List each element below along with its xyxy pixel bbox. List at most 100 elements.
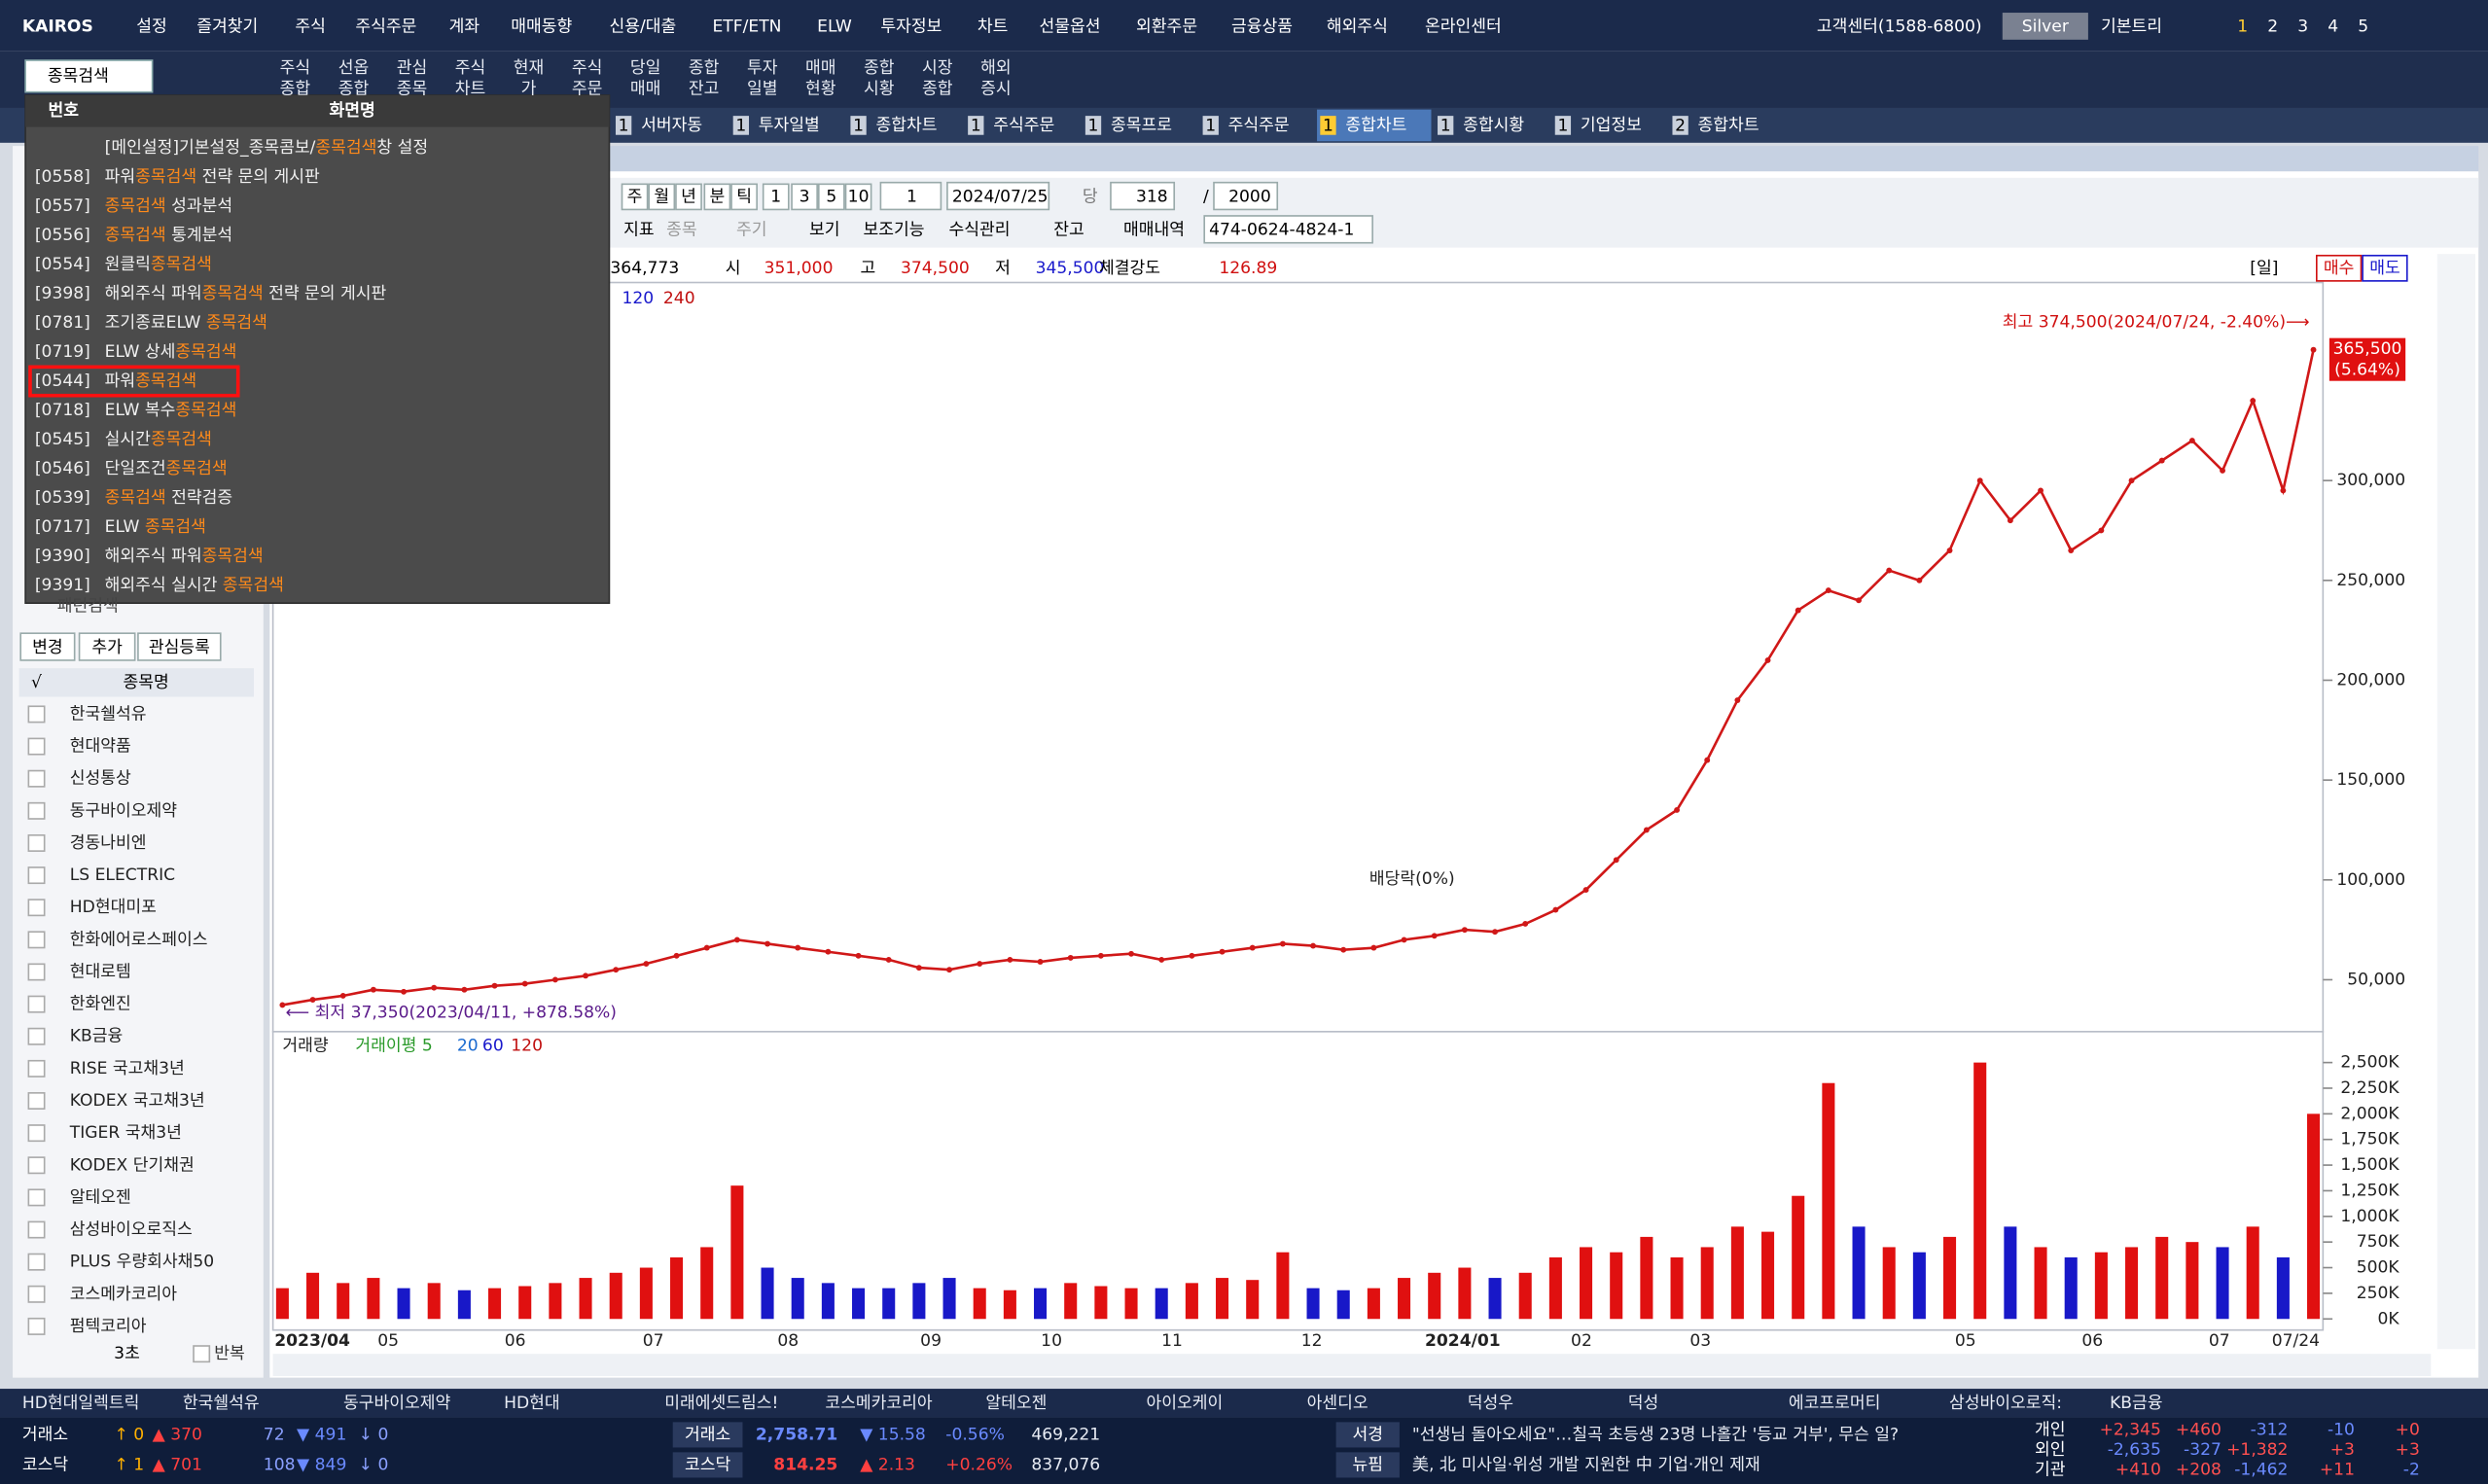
toolbar-button[interactable]: 매매 [630, 79, 661, 98]
stock-name[interactable]: 현대로템 [70, 962, 131, 981]
screen-code[interactable]: [9390] [35, 547, 90, 566]
toolbar-button[interactable]: 가 [521, 79, 537, 98]
screen-code[interactable]: [0558] [35, 167, 90, 187]
menu-item[interactable]: ELW [817, 18, 852, 37]
total-count[interactable]: 2000 [1228, 187, 1271, 206]
period-button[interactable]: 틱 [736, 187, 752, 206]
toolbar-button[interactable]: 증시 [980, 79, 1012, 98]
menu-item[interactable]: 해외주식 [1327, 18, 1388, 37]
screen-code[interactable]: [0545] [35, 430, 90, 449]
stock-name[interactable]: 현대약품 [70, 737, 131, 757]
search-combo-text[interactable]: 종목검색 [48, 66, 109, 86]
period-button[interactable]: 월 [654, 187, 669, 206]
screen-code[interactable]: [9391] [35, 576, 90, 595]
screen-code[interactable]: [0718] [35, 401, 90, 420]
screen-number[interactable]: 3 [2297, 18, 2308, 37]
tab[interactable]: 종합차트 [1345, 116, 1406, 135]
screen-number[interactable]: 1 [2237, 18, 2248, 37]
toolbar-button[interactable]: 주식 [455, 58, 486, 78]
toolbar-button[interactable]: 관심 [397, 58, 428, 78]
stock-name[interactable]: 신성통상 [70, 769, 131, 789]
search-combo[interactable] [24, 59, 154, 93]
panel-button[interactable]: 변경 [32, 638, 63, 657]
tab[interactable]: 투자일별 [759, 116, 820, 135]
screen-name[interactable]: ELW 종목검색 [105, 517, 206, 537]
menu-item[interactable]: 선물옵션 [1040, 18, 1101, 37]
toolbar-button[interactable]: 시장 [922, 58, 953, 78]
toolbar-button[interactable]: 차트 [455, 79, 486, 98]
stock-tab[interactable]: 덕성 [1628, 1394, 1659, 1413]
screen-code[interactable]: [0539] [35, 488, 90, 508]
checkbox[interactable] [27, 1317, 46, 1335]
mode[interactable]: 당 [1083, 187, 1098, 206]
screen-number[interactable]: 4 [2328, 18, 2338, 37]
stock-name[interactable]: 알테오젠 [70, 1187, 131, 1207]
checkbox[interactable] [27, 737, 46, 756]
toolbar-button[interactable]: 종합 [338, 79, 370, 98]
period-button[interactable]: 5 [826, 187, 836, 206]
toolbar-button[interactable]: 매매 [805, 58, 836, 78]
screen-name[interactable]: ELW 상세종목검색 [105, 342, 237, 362]
stock-tab[interactable]: 한국쉘석유 [183, 1394, 260, 1413]
checkbox[interactable] [27, 1124, 46, 1143]
panel-button[interactable]: 추가 [91, 638, 123, 657]
checkbox[interactable] [27, 1253, 46, 1271]
menu-item[interactable]: 신용/대출 [609, 18, 676, 37]
screen-name[interactable]: 원클릭종목검색 [105, 255, 212, 274]
stock-name[interactable]: 한화엔진 [70, 995, 131, 1014]
menu-item[interactable]: 매매동향 [511, 18, 572, 37]
news-headline[interactable]: 美, 北 미사일·위성 개발 지원한 中 기업·개인 제재 [1412, 1455, 1760, 1474]
screen-code[interactable]: [0557] [35, 196, 90, 216]
menu-item[interactable]: 즐겨찾기 [196, 18, 258, 37]
screen-code[interactable]: [0781] [35, 313, 90, 333]
toolbar-button[interactable]: 종합 [689, 58, 720, 78]
tab[interactable]: 기업정보 [1581, 116, 1642, 135]
stock-tab[interactable]: 아센디오 [1307, 1394, 1368, 1413]
shown-count[interactable]: 318 [1136, 187, 1168, 206]
stock-tab[interactable]: HD현대일렉트릭 [22, 1394, 140, 1413]
toolbar-button[interactable]: 잔고 [689, 79, 720, 98]
menu-item[interactable]: 주식 [295, 18, 326, 37]
stock-tab[interactable]: 에코프로머티 [1789, 1394, 1881, 1413]
screen-name[interactable]: 해외주식 파워종목검색 [105, 547, 264, 566]
toolbar-button[interactable]: 주식 [280, 58, 311, 78]
screen-code[interactable]: [9398] [35, 284, 90, 303]
period-button[interactable]: 분 [710, 187, 726, 206]
stock-name[interactable]: 경동나비엔 [70, 833, 147, 853]
menu-item[interactable]: 설정 [136, 18, 167, 37]
checkbox[interactable] [27, 1285, 46, 1303]
date[interactable]: 2024/07/25 [952, 187, 1049, 206]
screen-code[interactable]: [0546] [35, 459, 90, 478]
chart-tool[interactable]: 잔고 [1053, 221, 1084, 240]
screen-code[interactable]: [0544] [35, 371, 90, 391]
stock-name[interactable]: 펌텍코리아 [70, 1317, 147, 1336]
buy-button[interactable]: 매수 [2324, 259, 2355, 278]
menu-item[interactable]: ETF/ETN [712, 18, 781, 37]
screen-name[interactable]: 종목검색 전략검증 [105, 488, 232, 508]
screen-name[interactable]: ELW 복수종목검색 [105, 401, 237, 420]
toolbar-button[interactable]: 해외 [980, 58, 1012, 78]
menu-item[interactable]: 외환주문 [1136, 18, 1197, 37]
stock-tab[interactable]: 동구바이오제약 [343, 1394, 451, 1413]
stock-name[interactable]: RISE 국고채3년 [70, 1059, 185, 1078]
screen-code[interactable]: [0717] [35, 517, 90, 537]
stock-name[interactable]: 한화에어로스페이스 [70, 930, 208, 949]
chart-tool[interactable]: 수식관리 [949, 221, 1011, 240]
toolbar-button[interactable]: 시황 [864, 79, 895, 98]
chart-tool[interactable]: 종목 [666, 221, 697, 240]
chart-tool[interactable]: 지표 [623, 221, 655, 240]
menu-item[interactable]: 투자정보 [880, 18, 942, 37]
toolbar-button[interactable]: 투자 [747, 58, 778, 78]
checkbox[interactable] [27, 866, 46, 885]
toolbar-button[interactable]: 현황 [805, 79, 836, 98]
checkbox[interactable] [27, 899, 46, 917]
checkbox[interactable] [27, 705, 46, 724]
stock-tab[interactable]: KB금융 [2110, 1394, 2162, 1413]
checkbox[interactable] [27, 1220, 46, 1239]
stock-tab[interactable]: 코스메카코리아 [825, 1394, 933, 1413]
tab[interactable]: 서버자동 [641, 116, 702, 135]
checkbox[interactable] [27, 769, 46, 788]
toolbar-button[interactable]: 종목 [397, 79, 428, 98]
chart-tool[interactable]: 매매내역 [1123, 221, 1185, 240]
toolbar-button[interactable]: 주문 [572, 79, 603, 98]
